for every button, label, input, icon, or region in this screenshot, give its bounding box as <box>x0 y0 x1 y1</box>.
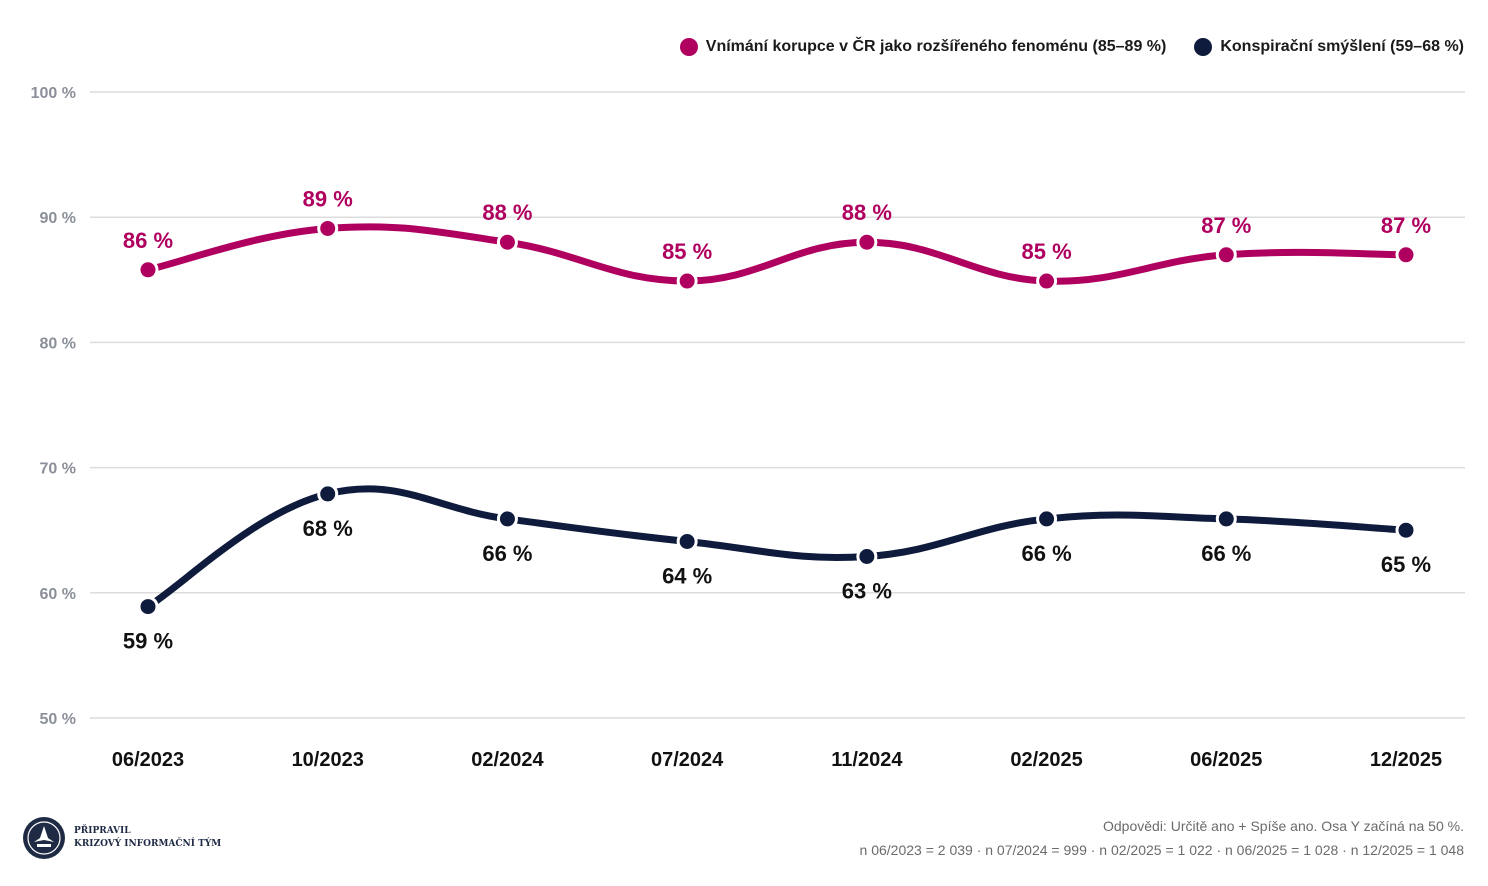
data-label: 85 % <box>662 239 712 264</box>
x-axis: 06/2023 10/2023 02/2024 07/2024 11/2024 02/20… <box>112 749 1442 771</box>
data-label: 59 % <box>123 629 173 654</box>
grid <box>90 91 1465 719</box>
legend-item-conspiracy: Konspirační smýšlení (59–68 %) <box>1194 38 1464 56</box>
data-label: 66 % <box>482 541 532 566</box>
series-line-1 <box>144 485 1410 611</box>
data-point <box>1215 244 1237 266</box>
data-label: 68 % <box>303 516 353 541</box>
series-line-0 <box>144 223 1410 285</box>
data-label: 64 % <box>662 563 712 588</box>
data-point <box>137 596 159 618</box>
y-tick-label: 50 % <box>40 711 76 728</box>
x-tick-label: 10/2023 <box>292 749 364 771</box>
data-point <box>676 530 698 552</box>
data-point <box>317 217 339 239</box>
x-tick-label: 07/2024 <box>651 749 724 771</box>
y-tick-label: 100 % <box>31 85 76 102</box>
legend-dot-corruption <box>679 38 698 56</box>
y-tick-label: 60 % <box>40 586 76 603</box>
data-point <box>1036 508 1058 530</box>
data-point <box>317 483 339 505</box>
footer-note-answers: Odpovědi: Určitě ano + Spíše ano. Osa Y … <box>1103 818 1464 834</box>
data-point <box>1036 270 1058 292</box>
data-label: 66 % <box>1201 541 1251 566</box>
legend-label-corruption: Vnímání korupce v ČR jako rozšířeného fe… <box>705 38 1167 55</box>
brand-text: PŘIPRAVIL KRIZOVÝ INFORMAČNÍ TÝM <box>74 825 221 851</box>
series-layer: 86 % 89 % 88 % 85 % 88 % 85 % 87 % 87 % 59 % 68 %… <box>123 186 1431 653</box>
data-label: 86 % <box>123 228 173 253</box>
data-point <box>137 259 159 281</box>
data-label: 88 % <box>842 200 892 225</box>
legend-label-conspiracy: Konspirační smýšlení (59–68 %) <box>1220 38 1464 55</box>
y-axis: 50 % 60 % 70 % 80 % 90 % 100 % <box>31 85 76 728</box>
brand-line1: PŘIPRAVIL <box>74 826 131 836</box>
x-tick-label: 02/2024 <box>471 749 544 771</box>
brand: PŘIPRAVIL KRIZOVÝ INFORMAČNÍ TÝM <box>22 816 221 860</box>
data-label: 66 % <box>1021 541 1071 566</box>
x-tick-label: 02/2025 <box>1010 749 1082 771</box>
data-point <box>496 231 518 253</box>
legend: Vnímání korupce v ČR jako rozšířeného fe… <box>679 38 1464 56</box>
x-tick-label: 11/2024 <box>831 749 903 771</box>
legend-item-corruption: Vnímání korupce v ČR jako rozšířeného fe… <box>679 38 1167 56</box>
brand-line2: KRIZOVÝ INFORMAČNÍ TÝM <box>74 839 222 849</box>
data-label: 63 % <box>842 578 892 603</box>
data-point <box>856 231 878 253</box>
data-point <box>496 508 518 530</box>
data-point <box>676 270 698 292</box>
y-tick-label: 80 % <box>40 335 76 352</box>
data-point <box>856 545 878 567</box>
footer-note-samples: n 06/2023 = 2 039 · n 07/2024 = 999 · n … <box>859 842 1464 858</box>
y-tick-label: 90 % <box>40 210 76 227</box>
seal-logo-icon <box>23 817 65 859</box>
x-tick-label: 06/2023 <box>112 749 184 771</box>
data-point <box>1215 508 1237 530</box>
data-label: 85 % <box>1021 239 1071 264</box>
data-point <box>1395 519 1417 541</box>
data-label: 87 % <box>1201 213 1251 238</box>
y-tick-label: 70 % <box>40 461 76 478</box>
data-label: 65 % <box>1381 552 1431 577</box>
x-tick-label: 12/2025 <box>1370 749 1442 771</box>
data-label: 89 % <box>303 186 353 211</box>
data-label: 87 % <box>1381 213 1431 238</box>
legend-dot-conspiracy <box>1194 38 1213 56</box>
data-point <box>1395 244 1417 266</box>
x-tick-label: 06/2025 <box>1190 749 1262 771</box>
data-label: 88 % <box>482 200 532 225</box>
